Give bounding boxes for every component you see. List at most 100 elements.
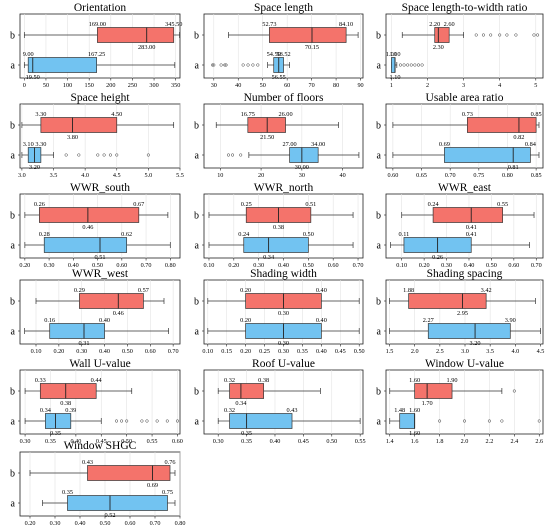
box-b (229, 383, 264, 399)
x-tick-label: 1.8 (436, 438, 444, 445)
q3-label: 0.51 (305, 201, 316, 208)
category-label: a (377, 151, 382, 162)
outlier-point (489, 33, 493, 37)
x-tick-label: 30 (299, 172, 305, 179)
box-b (40, 117, 118, 133)
x-tick-label: 0.70 (353, 262, 364, 269)
x-tick-label: 0.50 (122, 348, 133, 355)
x-tick-label: 0.65 (416, 172, 427, 179)
x-tick-label: 0.40 (316, 348, 327, 355)
q3-label: 1.90 (447, 377, 458, 384)
x-tick-label: 3.5 (486, 348, 494, 355)
outlier-point (474, 33, 478, 37)
box-a (289, 147, 319, 163)
outlier-point (420, 63, 424, 67)
x-tick-label: 0.30 (441, 262, 452, 269)
q1-label: 0.32 (224, 377, 235, 384)
chart-title: Wall U-value (69, 358, 130, 370)
category-label: b (10, 31, 15, 42)
x-tick-label: 0.20 (228, 262, 239, 269)
box-b (269, 27, 347, 43)
box-a (67, 495, 168, 511)
category-label: b (10, 121, 15, 132)
chart-title: Space height (70, 92, 130, 104)
q3-label: 0.39 (65, 407, 76, 414)
box-a (243, 237, 309, 253)
median-label: 1.70 (422, 400, 433, 407)
category-label: b (10, 469, 15, 480)
x-tick-label: 1 (390, 82, 393, 89)
q3-label: 0.57 (138, 287, 149, 294)
x-tick-label: 0.30 (278, 348, 289, 355)
q1-label: 0.20 (240, 287, 251, 294)
category-label: b (10, 387, 15, 398)
q1-label: 9.00 (23, 51, 34, 58)
outlier-point (536, 33, 540, 37)
x-tick-label: 0.35 (45, 438, 56, 445)
q1-label: 1.00 (386, 51, 397, 58)
q1-label: 0.73 (462, 111, 473, 118)
outlier-point (230, 153, 235, 157)
x-tick-label: 1.5 (386, 348, 394, 355)
x-tick-label: 2.0 (411, 348, 419, 355)
q1-label: 27.00 (283, 141, 297, 148)
median-label: 0.82 (513, 134, 524, 141)
x-tick-label: 0.20 (419, 262, 430, 269)
x-tick-label: 0.80 (165, 262, 176, 269)
chart-title: Space length (254, 2, 313, 14)
x-tick-label: 1.6 (411, 438, 419, 445)
outlier-point (115, 153, 119, 157)
x-tick-label: 0.50 (92, 262, 103, 269)
chart-title: WWR_east (438, 182, 492, 194)
outlier-point (219, 63, 223, 67)
x-tick-label: 2.0 (461, 438, 469, 445)
outlier-point (498, 33, 502, 37)
x-tick-label: 2.5 (436, 348, 444, 355)
plot-frame (385, 13, 544, 79)
median-label: 0.38 (273, 224, 284, 231)
x-tick-label: 60 (284, 82, 290, 89)
q3-label: 0.40 (99, 317, 110, 324)
outlier-point (64, 153, 68, 157)
box-b (39, 207, 140, 223)
median-label: 0.35 (50, 430, 61, 437)
chart-panel: Window SHGC 0.20 0.30 0.40 0.50 0.60 0.70 0.80 b… (10, 440, 185, 527)
x-tick-label: 0.60 (508, 262, 519, 269)
median-label: 2.30 (433, 44, 444, 51)
category-label: b (194, 297, 199, 308)
x-tick-label: 0.50 (100, 520, 111, 527)
q3-label: 167.25 (88, 51, 105, 58)
category-label: b (194, 121, 199, 132)
category-label: b (10, 297, 15, 308)
median-label: 0.26 (432, 254, 443, 261)
q1-label: 0.32 (224, 407, 235, 414)
outlier-point (120, 419, 124, 423)
q3-label: 0.55 (497, 201, 508, 208)
box-b (432, 207, 503, 223)
median-label: 0.46 (82, 224, 93, 231)
median-label: 0.51 (94, 254, 105, 261)
x-tick-label: 0.45 (298, 438, 309, 445)
outlier-point (481, 33, 485, 37)
box-a (27, 57, 97, 73)
outlier-point (409, 63, 413, 67)
category-label: a (195, 61, 200, 72)
q1-label: 0.69 (439, 141, 450, 148)
x-tick-label: 50 (43, 82, 49, 89)
outlier-point (256, 63, 260, 67)
x-tick-label: 70 (309, 82, 315, 89)
box-b (414, 383, 453, 399)
x-tick-label: 0.15 (221, 348, 232, 355)
plot-frame (203, 103, 364, 169)
q1-label: 54.50 (267, 51, 281, 58)
median-label: 0.46 (113, 310, 124, 317)
q3-label: 0.62 (121, 231, 132, 238)
chart-title: Shading spacing (427, 268, 503, 280)
box-b (247, 117, 286, 133)
chart-panel: Shading spacing 1.5 2.0 2.5 3.0 3.5 4.0 4.5 b a 1.… (376, 268, 544, 355)
outlier-point (165, 419, 169, 423)
q1-label: 0.28 (39, 231, 50, 238)
box-b (467, 117, 537, 133)
category-label: a (11, 151, 16, 162)
q3-label: 0.76 (164, 459, 175, 466)
